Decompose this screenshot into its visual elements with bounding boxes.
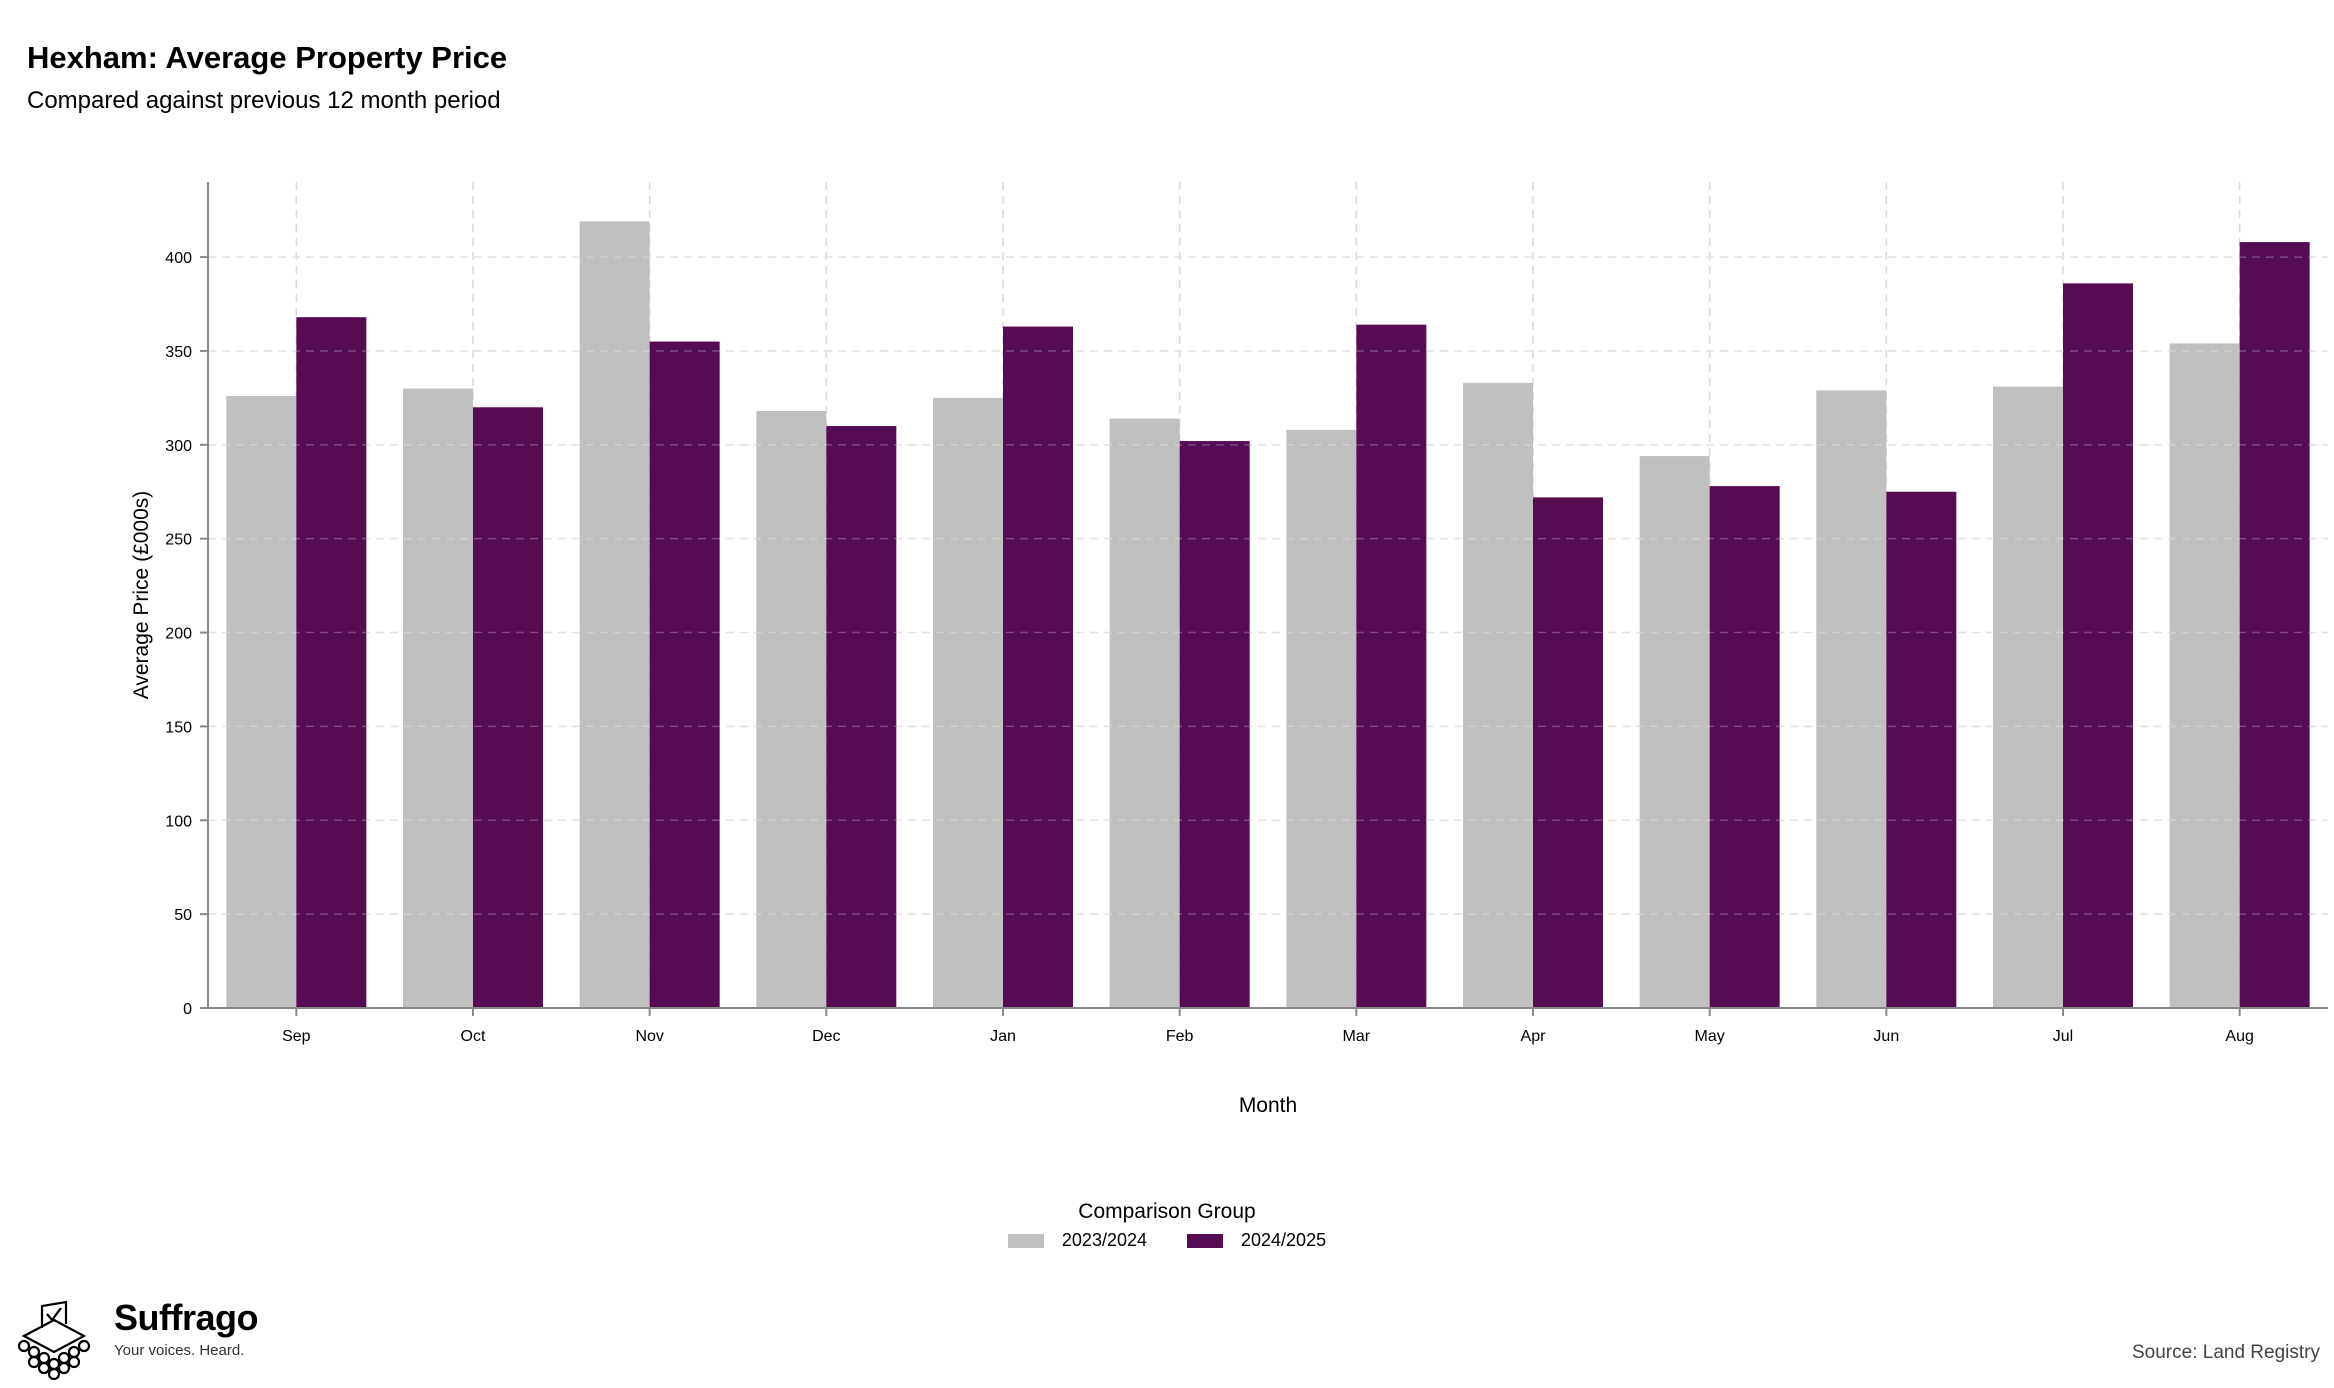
- legend-swatch-2024-2025: [1187, 1233, 1223, 1248]
- x-tick-label-mar: Mar: [1343, 1028, 1371, 1045]
- x-tick-label-jan: Jan: [990, 1028, 1016, 1045]
- x-tick-label-jun: Jun: [1873, 1028, 1899, 1045]
- bar-jan-2023-2024: [933, 397, 1003, 1008]
- bar-jan-2024-2025: [1003, 326, 1073, 1008]
- bar-mar-2023-2024: [1286, 429, 1357, 1008]
- bar-nov-2023-2024: [579, 221, 650, 1008]
- bar-sep-2023-2024: [226, 396, 297, 1008]
- x-axis-title: Month: [1239, 1094, 1297, 1117]
- y-tick-label: 300: [165, 438, 192, 455]
- bar-jun-2023-2024: [1816, 390, 1887, 1008]
- chart-title: Hexham: Average Property Price: [27, 40, 508, 75]
- x-tick-label-may: May: [1695, 1028, 1725, 1045]
- bar-feb-2024-2025: [1179, 441, 1250, 1009]
- y-tick-label: 200: [165, 626, 192, 643]
- chart-subtitle: Compared against previous 12 month perio…: [27, 87, 501, 114]
- brand-tagline: Your voices. Heard.: [114, 1342, 245, 1359]
- x-tick-label-aug: Aug: [2225, 1028, 2253, 1045]
- legend-title: Comparison Group: [1078, 1200, 1256, 1223]
- legend-label-2024-2025: 2024/2025: [1241, 1230, 1327, 1250]
- y-tick-label: 150: [165, 719, 192, 736]
- bar-mar-2024-2025: [1356, 324, 1427, 1008]
- x-tick-label-jul: Jul: [2053, 1028, 2073, 1045]
- x-tick-label-sep: Sep: [282, 1028, 311, 1045]
- bar-jun-2024-2025: [1886, 491, 1957, 1008]
- bar-oct-2023-2024: [403, 388, 473, 1008]
- x-tick-label-apr: Apr: [1521, 1028, 1547, 1045]
- y-tick-label: 400: [165, 250, 192, 267]
- bar-apr-2024-2025: [1533, 497, 1603, 1008]
- y-tick-label: 250: [165, 532, 192, 549]
- y-axis-title: Average Price (£000s): [130, 491, 153, 700]
- legend-label-2023-2024: 2023/2024: [1061, 1230, 1147, 1250]
- ballot-box-icon: [17, 1300, 91, 1380]
- bar-may-2023-2024: [1639, 456, 1710, 1009]
- bar-nov-2024-2025: [649, 341, 720, 1008]
- source-note: Source: Land Registry: [2132, 1342, 2320, 1363]
- bar-oct-2024-2025: [473, 407, 543, 1009]
- bar-dec-2023-2024: [756, 411, 827, 1008]
- bar-aug-2024-2025: [2239, 242, 2310, 1008]
- y-tick-label: 0: [183, 1001, 192, 1018]
- y-tick-label: 350: [165, 344, 192, 361]
- bar-feb-2023-2024: [1109, 418, 1180, 1008]
- bar-jul-2023-2024: [1993, 386, 2063, 1008]
- legend-item-2024-2025: 2024/2025: [1187, 1230, 1326, 1251]
- bar-may-2024-2025: [1709, 486, 1780, 1009]
- bar-aug-2023-2024: [2169, 343, 2240, 1009]
- x-tick-label-nov: Nov: [635, 1028, 663, 1045]
- bar-sep-2024-2025: [296, 317, 367, 1008]
- legend-item-2023-2024: 2023/2024: [1007, 1230, 1147, 1251]
- brand-name: Suffrago: [114, 1297, 259, 1338]
- legend-swatch-2023-2024: [1007, 1233, 1044, 1248]
- x-tick-label-oct: Oct: [461, 1028, 486, 1045]
- x-tick-label-feb: Feb: [1166, 1028, 1194, 1045]
- suffrago-logo: Suffrago Your voices. Heard.: [14, 1297, 259, 1380]
- legend: Comparison Group 2023/2024 2024/2025: [0, 1200, 2334, 1251]
- bar-dec-2024-2025: [826, 426, 897, 1009]
- y-tick-label: 50: [174, 907, 192, 924]
- bar-apr-2023-2024: [1463, 382, 1533, 1009]
- x-tick-label-dec: Dec: [812, 1028, 840, 1045]
- bar-jul-2024-2025: [2063, 283, 2133, 1008]
- y-tick-label: 100: [165, 813, 192, 830]
